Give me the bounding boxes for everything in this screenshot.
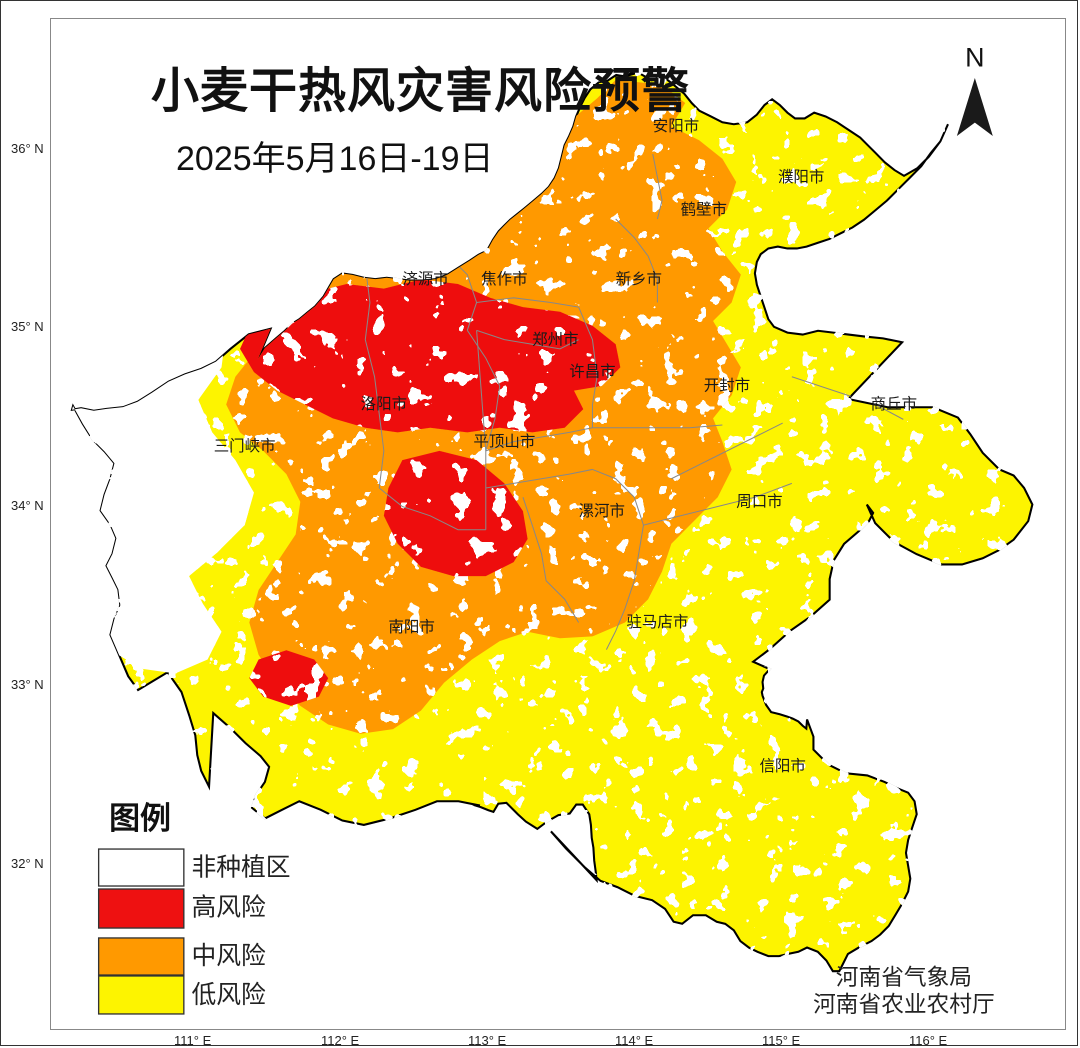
svg-text:郑州市: 郑州市 (532, 330, 578, 348)
svg-text:焦作市: 焦作市 (481, 270, 527, 288)
svg-text:三门峡市: 三门峡市 (214, 437, 276, 455)
svg-text:信阳市: 信阳市 (759, 757, 805, 775)
svg-text:漯河市: 漯河市 (579, 502, 625, 520)
svg-text:商丘市: 商丘市 (871, 395, 917, 413)
svg-text:高风险: 高风险 (191, 894, 266, 922)
svg-text:许昌市: 许昌市 (569, 363, 615, 381)
svg-text:平顶山市: 平顶山市 (473, 432, 535, 450)
svg-text:新乡市: 新乡市 (616, 270, 662, 288)
svg-text:河南省气象局: 河南省气象局 (836, 964, 972, 990)
svg-text:中风险: 中风险 (191, 942, 266, 970)
svg-text:图例: 图例 (109, 801, 171, 836)
svg-text:驻马店市: 驻马店市 (626, 613, 688, 631)
svg-text:低风险: 低风险 (191, 981, 266, 1009)
svg-text:洛阳市: 洛阳市 (361, 395, 407, 413)
svg-text:河南省农业农村厅: 河南省农业农村厅 (813, 991, 995, 1017)
svg-text:南阳市: 南阳市 (388, 618, 434, 636)
svg-text:济源市: 济源市 (402, 270, 448, 288)
svg-text:N: N (965, 43, 984, 73)
svg-text:周口市: 周口市 (736, 493, 782, 511)
svg-text:濮阳市: 濮阳市 (778, 168, 824, 186)
svg-text:鹤壁市: 鹤壁市 (681, 200, 727, 218)
svg-text:非种植区: 非种植区 (191, 854, 290, 882)
svg-text:开封市: 开封市 (704, 377, 750, 395)
